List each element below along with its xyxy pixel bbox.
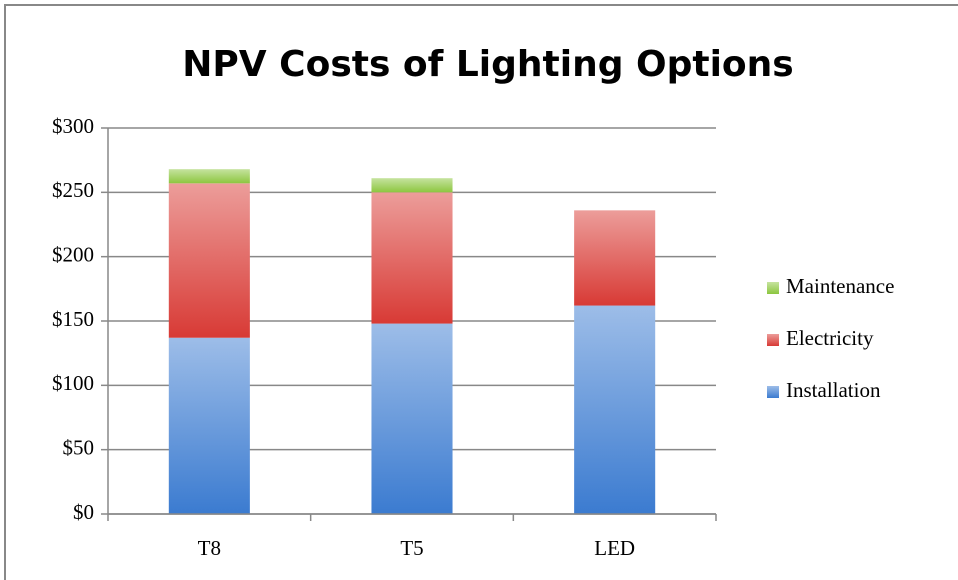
bar-segment — [371, 192, 453, 324]
y-tick-label: $50 — [63, 435, 95, 459]
bar-segment — [168, 183, 250, 338]
chart-border — [4, 4, 958, 580]
chart-title: NPV Costs of Lighting Options — [182, 44, 793, 85]
y-tick-label: $200 — [52, 242, 94, 266]
y-tick-label: $300 — [52, 114, 94, 138]
x-tick-label: T8 — [198, 536, 221, 560]
bar-segment — [574, 210, 656, 306]
legend-label: Maintenance — [786, 274, 894, 298]
x-tick-label: T5 — [400, 536, 423, 560]
y-tick-label: $0 — [73, 500, 94, 524]
x-tick-label: LED — [594, 536, 635, 560]
bar-segment — [371, 178, 453, 193]
legend-swatch — [767, 386, 779, 398]
bar-segment — [168, 169, 250, 184]
bar-segment — [371, 323, 453, 514]
legend-swatch — [767, 334, 779, 346]
y-tick-label: $250 — [52, 178, 94, 202]
bar-segment — [574, 305, 656, 514]
y-tick-label: $150 — [52, 307, 94, 331]
legend-label: Electricity — [786, 326, 874, 350]
y-tick-label: $100 — [52, 371, 94, 395]
bar-segment — [168, 337, 250, 514]
legend-label: Installation — [786, 378, 881, 402]
legend-swatch — [767, 282, 779, 294]
